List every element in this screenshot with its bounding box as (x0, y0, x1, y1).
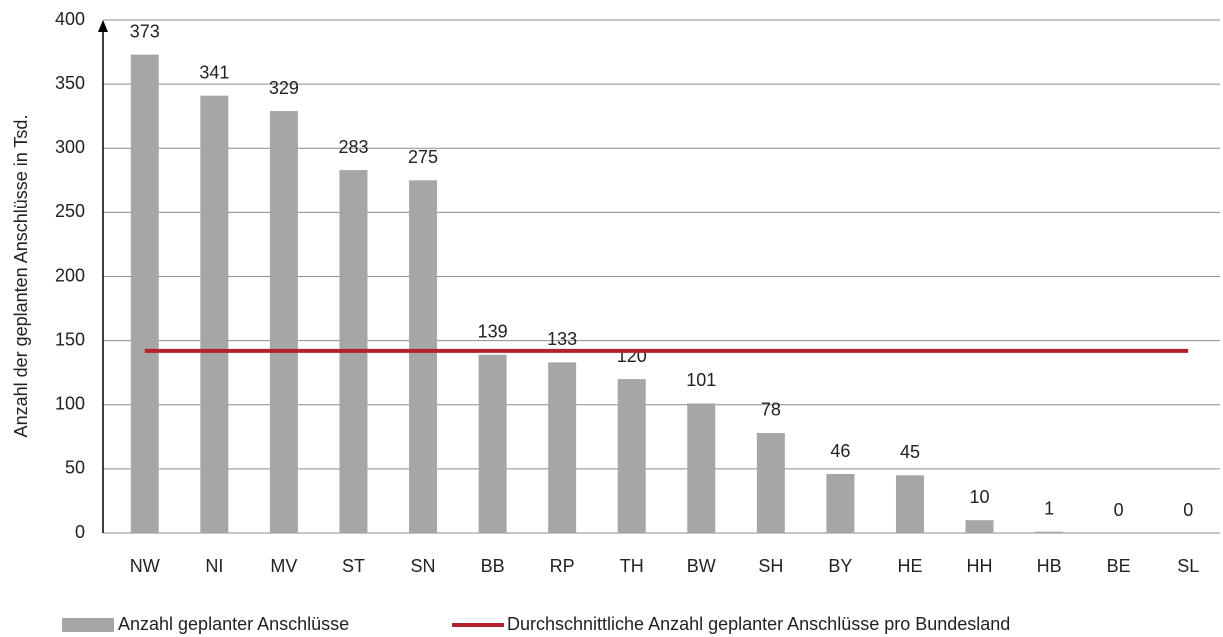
data-label: 101 (686, 370, 716, 390)
data-label: 0 (1183, 500, 1193, 520)
data-label: 373 (130, 21, 160, 41)
x-tick-label: SL (1177, 556, 1199, 576)
bar (478, 354, 507, 533)
y-tick-label: 0 (75, 522, 85, 542)
data-label: 1 (1044, 498, 1054, 518)
x-tick-label: ST (342, 556, 365, 576)
data-label: 275 (408, 147, 438, 167)
y-tick-label: 250 (55, 201, 85, 221)
x-tick-label: RP (550, 556, 575, 576)
y-tick-label: 100 (55, 394, 85, 414)
bar (1035, 531, 1064, 533)
x-tick-label: BE (1107, 556, 1131, 576)
x-tick-label: TH (620, 556, 644, 576)
x-tick-label: HB (1037, 556, 1062, 576)
data-label: 46 (830, 441, 850, 461)
bar (269, 111, 298, 534)
bar (617, 379, 646, 533)
x-tick-label: HH (967, 556, 993, 576)
y-tick-label: 150 (55, 329, 85, 349)
x-tick-label: MV (270, 556, 297, 576)
data-label: 78 (761, 400, 781, 420)
x-tick-label: BB (481, 556, 505, 576)
data-label: 283 (338, 137, 368, 157)
x-tick-label: SH (758, 556, 783, 576)
bar (130, 54, 159, 533)
data-label: 329 (269, 78, 299, 98)
data-label: 120 (617, 346, 647, 366)
y-tick-label: 200 (55, 265, 85, 285)
x-tick-label: NI (205, 556, 223, 576)
y-tick-label: 400 (55, 9, 85, 29)
x-tick-label: SN (411, 556, 436, 576)
x-tick-label: HE (897, 556, 922, 576)
x-tick-label: BY (828, 556, 852, 576)
bar (756, 432, 785, 533)
data-label: 133 (547, 329, 577, 349)
legend-label: Anzahl geplanter Anschlüsse (118, 614, 349, 634)
bar (548, 362, 577, 533)
data-label: 10 (970, 487, 990, 507)
legend-label: Durchschnittliche Anzahl geplanter Ansch… (507, 614, 1010, 634)
x-tick-label: BW (687, 556, 716, 576)
data-label: 0 (1114, 500, 1124, 520)
bar (409, 180, 438, 533)
y-tick-label: 50 (65, 458, 85, 478)
legend-swatch (62, 618, 114, 632)
data-label: 45 (900, 442, 920, 462)
bar (200, 95, 229, 533)
y-axis-label: Anzahl der geplanten Anschlüsse in Tsd. (11, 115, 31, 438)
y-tick-label: 300 (55, 137, 85, 157)
y-axis-arrow (98, 20, 108, 32)
y-tick-label: 350 (55, 73, 85, 93)
bar (687, 403, 716, 533)
bar (965, 520, 994, 533)
x-tick-label: NW (130, 556, 160, 576)
bar (826, 474, 855, 533)
data-label: 341 (199, 62, 229, 82)
bar (895, 475, 924, 533)
data-label: 139 (478, 321, 508, 341)
